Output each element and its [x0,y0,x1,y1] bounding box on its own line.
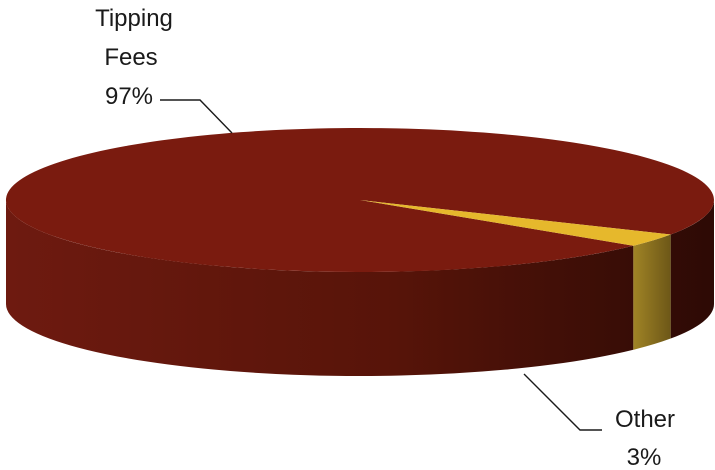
leader-line-other [523,373,602,431]
label-other-pct: 3% [627,444,662,470]
label-tipping-fees-name-line2: Fees [104,44,157,71]
slice-other [360,200,671,246]
pie-side-tipping-fees [5,200,714,377]
pie-side-other [633,234,671,350]
slice-tipping-fees [5,128,714,273]
label-tipping-fees-name-line1: Tipping [95,5,173,32]
leader-line-tipping-fees [160,99,233,134]
label-tipping-fees-pct: 97% [105,83,153,110]
label-other-name: Other [615,406,675,433]
